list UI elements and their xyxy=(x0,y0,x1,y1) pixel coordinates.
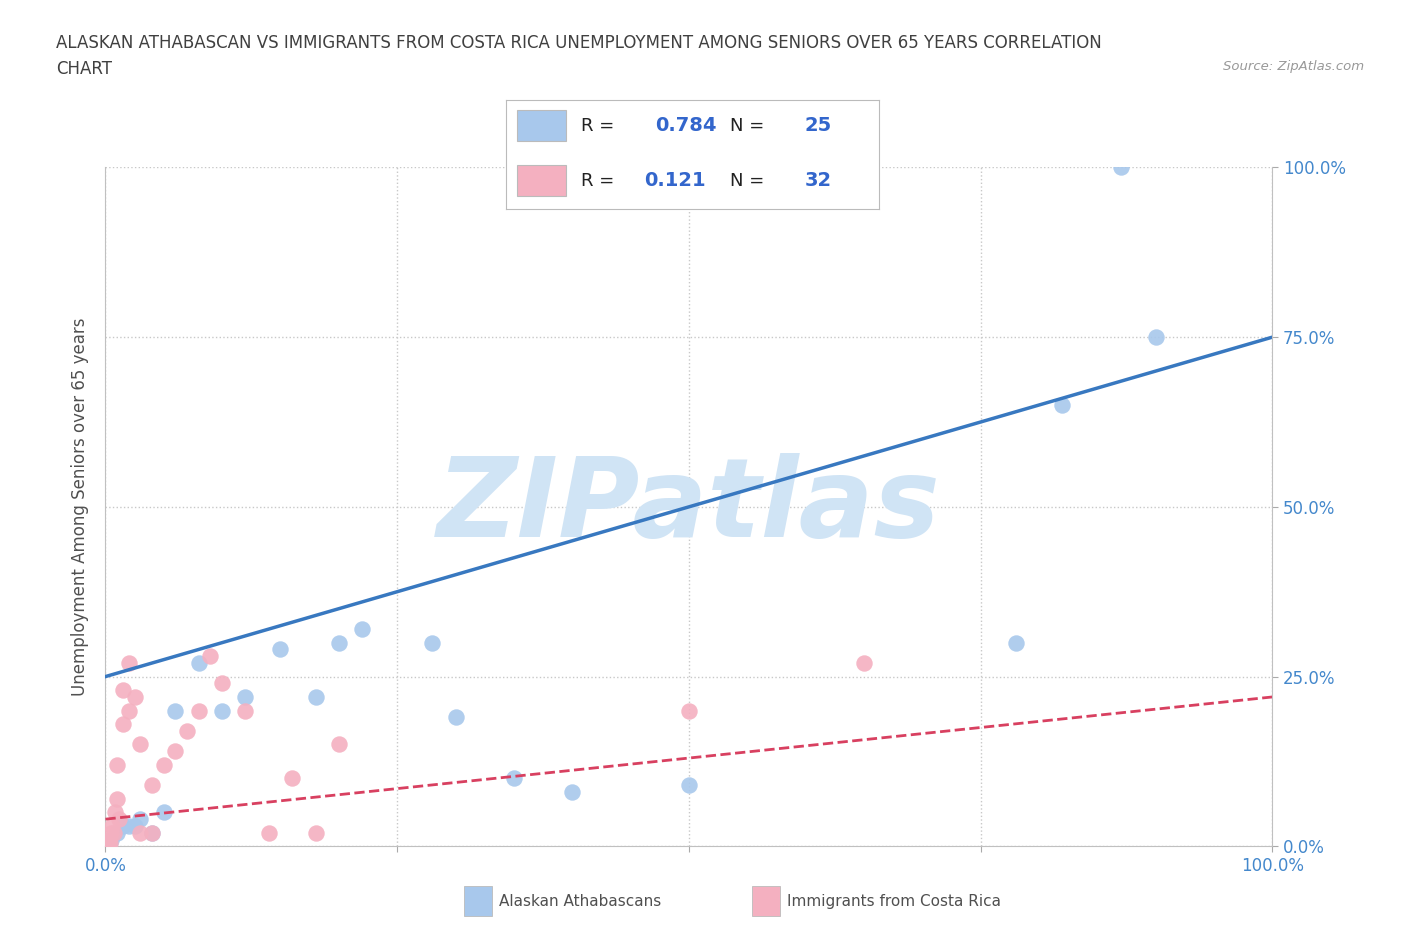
Point xyxy=(187,656,209,671)
Point xyxy=(105,757,128,772)
Point xyxy=(304,825,326,840)
Point xyxy=(235,689,257,704)
Text: R =: R = xyxy=(581,172,620,190)
Point xyxy=(111,717,134,732)
Point xyxy=(100,832,122,847)
Text: 0.121: 0.121 xyxy=(644,171,706,191)
Point xyxy=(1109,160,1132,175)
Point xyxy=(98,835,121,850)
Point xyxy=(141,825,163,840)
Point xyxy=(141,777,163,792)
Point xyxy=(1004,635,1026,650)
Point xyxy=(1052,398,1074,413)
Point xyxy=(187,703,209,718)
Point xyxy=(852,656,875,671)
Point xyxy=(328,635,350,650)
Point xyxy=(105,791,128,806)
Point xyxy=(304,689,326,704)
Point xyxy=(111,818,134,833)
Point xyxy=(269,642,292,657)
Point xyxy=(153,757,174,772)
Text: ZIPatlas: ZIPatlas xyxy=(437,453,941,561)
Text: N =: N = xyxy=(730,117,769,135)
Point xyxy=(124,689,146,704)
Point xyxy=(104,805,127,820)
Y-axis label: Unemployment Among Seniors over 65 years: Unemployment Among Seniors over 65 years xyxy=(72,318,90,696)
Text: 0.784: 0.784 xyxy=(655,116,717,136)
Text: CHART: CHART xyxy=(56,60,112,78)
Point xyxy=(165,744,187,759)
Text: 25: 25 xyxy=(804,116,831,136)
Text: R =: R = xyxy=(581,117,620,135)
Point xyxy=(165,703,187,718)
Point xyxy=(211,703,233,718)
Text: Alaskan Athabascans: Alaskan Athabascans xyxy=(499,894,661,909)
Point xyxy=(124,818,146,833)
Point xyxy=(129,812,152,827)
Text: 32: 32 xyxy=(804,171,831,191)
Point xyxy=(678,777,700,792)
Point xyxy=(100,825,122,840)
Point xyxy=(141,825,163,840)
Point xyxy=(176,724,198,738)
Point xyxy=(118,703,141,718)
Point xyxy=(108,812,131,827)
Point xyxy=(281,771,304,786)
Point xyxy=(118,656,141,671)
Point xyxy=(129,825,152,840)
Point xyxy=(111,683,134,698)
Point xyxy=(103,825,125,840)
Point xyxy=(1144,330,1167,345)
Point xyxy=(97,832,120,847)
FancyBboxPatch shape xyxy=(517,111,565,141)
Point xyxy=(561,785,583,800)
Point xyxy=(678,703,700,718)
Point xyxy=(328,737,350,752)
Point xyxy=(502,771,524,786)
Point xyxy=(101,818,124,833)
Point xyxy=(200,649,222,664)
Point xyxy=(352,621,374,636)
Point xyxy=(105,825,128,840)
Point xyxy=(211,676,233,691)
Point xyxy=(444,710,467,724)
Text: N =: N = xyxy=(730,172,769,190)
Text: ALASKAN ATHABASCAN VS IMMIGRANTS FROM COSTA RICA UNEMPLOYMENT AMONG SENIORS OVER: ALASKAN ATHABASCAN VS IMMIGRANTS FROM CO… xyxy=(56,34,1102,52)
FancyBboxPatch shape xyxy=(517,166,565,196)
Point xyxy=(235,703,257,718)
Point xyxy=(97,835,120,850)
Point xyxy=(257,825,280,840)
Text: Source: ZipAtlas.com: Source: ZipAtlas.com xyxy=(1223,60,1364,73)
Text: Immigrants from Costa Rica: Immigrants from Costa Rica xyxy=(787,894,1001,909)
Point xyxy=(129,737,152,752)
Point xyxy=(118,818,141,833)
Point xyxy=(420,635,443,650)
Point xyxy=(153,805,174,820)
